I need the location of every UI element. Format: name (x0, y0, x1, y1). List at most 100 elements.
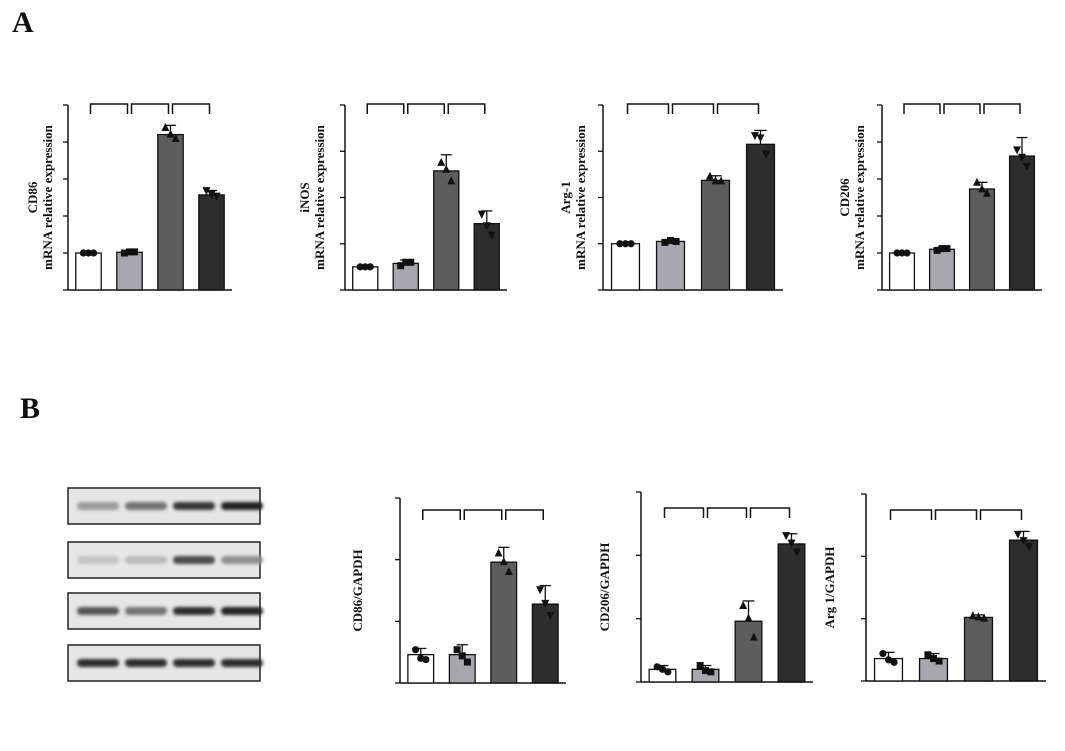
significance-bracket (407, 103, 445, 114)
data-point (453, 646, 461, 654)
data-point (627, 240, 635, 248)
bar (655, 240, 686, 291)
significance-bracket (934, 509, 978, 520)
data-point (1018, 153, 1026, 162)
blot-band (221, 659, 263, 667)
blot-band (173, 502, 215, 510)
data-point (463, 658, 471, 666)
data-point (744, 613, 753, 622)
data-point (982, 188, 991, 197)
data-point (442, 164, 451, 173)
data-point (903, 249, 911, 257)
data-point (702, 667, 709, 675)
significance-bracket (889, 509, 933, 520)
y-axis-label-line: CD86 (25, 181, 40, 213)
bar (968, 188, 996, 291)
y-axis-label: CD86/GAPDH (350, 549, 365, 631)
data-point (890, 658, 898, 666)
data-point (739, 601, 748, 609)
data-point (762, 150, 771, 159)
data-point (621, 240, 630, 248)
data-point (131, 248, 139, 256)
bar (963, 616, 994, 682)
data-point (667, 237, 674, 245)
data-point (79, 249, 88, 257)
data-point (447, 176, 456, 185)
y-axis-label: Arg-1mRNA relative expression (558, 124, 588, 269)
significance-bracket (447, 103, 486, 114)
data-point (494, 548, 503, 557)
y-axis-label-line: Arg-1 (558, 181, 573, 214)
y-axis-label-line: CD206/GAPDH (597, 543, 612, 632)
data-point (884, 656, 893, 664)
bar (392, 262, 419, 291)
bar (490, 561, 518, 684)
y-axis-label: Arg 1/GAPDH (822, 547, 837, 629)
blot-band (125, 556, 167, 564)
data-point (707, 668, 715, 676)
y-axis-label-line: mRNA relative expression (573, 124, 588, 269)
bar (75, 252, 102, 291)
data-point (536, 586, 545, 595)
significance-bracket (979, 509, 1023, 520)
bar (157, 133, 184, 291)
blot-band (125, 607, 167, 615)
significance-bracket (663, 507, 705, 518)
bar-chart-6: CD206/GAPDH (597, 491, 813, 683)
data-point (653, 663, 661, 671)
data-point (499, 557, 508, 566)
western-blot (67, 487, 263, 682)
data-point (792, 548, 801, 557)
data-point (422, 655, 430, 664)
data-point (356, 263, 364, 271)
blot-band (173, 659, 215, 667)
data-point (782, 532, 791, 541)
bar-chart-4: CD206mRNA relative expression (837, 103, 1042, 291)
data-point (212, 192, 221, 201)
data-point (938, 245, 946, 253)
bar-chart-1: CD86mRNA relative expression (25, 103, 232, 291)
blot-band (77, 556, 119, 564)
data-point (84, 249, 93, 257)
data-point (658, 665, 667, 673)
data-point (933, 246, 941, 254)
data-point (978, 184, 986, 193)
data-point (696, 662, 704, 670)
data-point (930, 655, 937, 663)
bar (531, 603, 559, 684)
data-point (973, 177, 982, 186)
significance-bracket (706, 507, 748, 518)
blot-band (125, 659, 167, 667)
blot-band (221, 502, 263, 510)
data-point (968, 611, 977, 620)
y-axis-label: CD206/GAPDH (597, 543, 612, 632)
data-point (1013, 530, 1022, 539)
data-point (402, 258, 410, 266)
data-point (705, 171, 714, 180)
y-axis-label-line: mRNA relative expression (312, 124, 327, 269)
y-axis-label-line: CD86/GAPDH (350, 549, 365, 631)
data-point (672, 237, 680, 245)
data-point (541, 599, 550, 608)
data-point (407, 258, 415, 266)
data-point (980, 613, 989, 622)
data-point (437, 157, 446, 166)
data-point (935, 657, 943, 665)
data-point (171, 134, 180, 143)
data-point (89, 249, 98, 257)
panel-a-label: A (12, 6, 34, 39)
data-point (482, 222, 491, 231)
data-point (1022, 163, 1031, 172)
bar (928, 248, 956, 291)
data-point (161, 122, 170, 131)
y-axis-label-line: mRNA relative expression (852, 124, 867, 269)
y-axis-label-line: iNOS (297, 182, 312, 212)
bar-chart-2: iNOSmRNA relative expression (297, 103, 507, 291)
data-point (750, 132, 759, 141)
data-point (879, 649, 887, 658)
significance-bracket (943, 103, 981, 114)
data-point (361, 263, 369, 271)
data-point (664, 668, 672, 676)
y-axis-label-line: CD206 (837, 178, 852, 217)
